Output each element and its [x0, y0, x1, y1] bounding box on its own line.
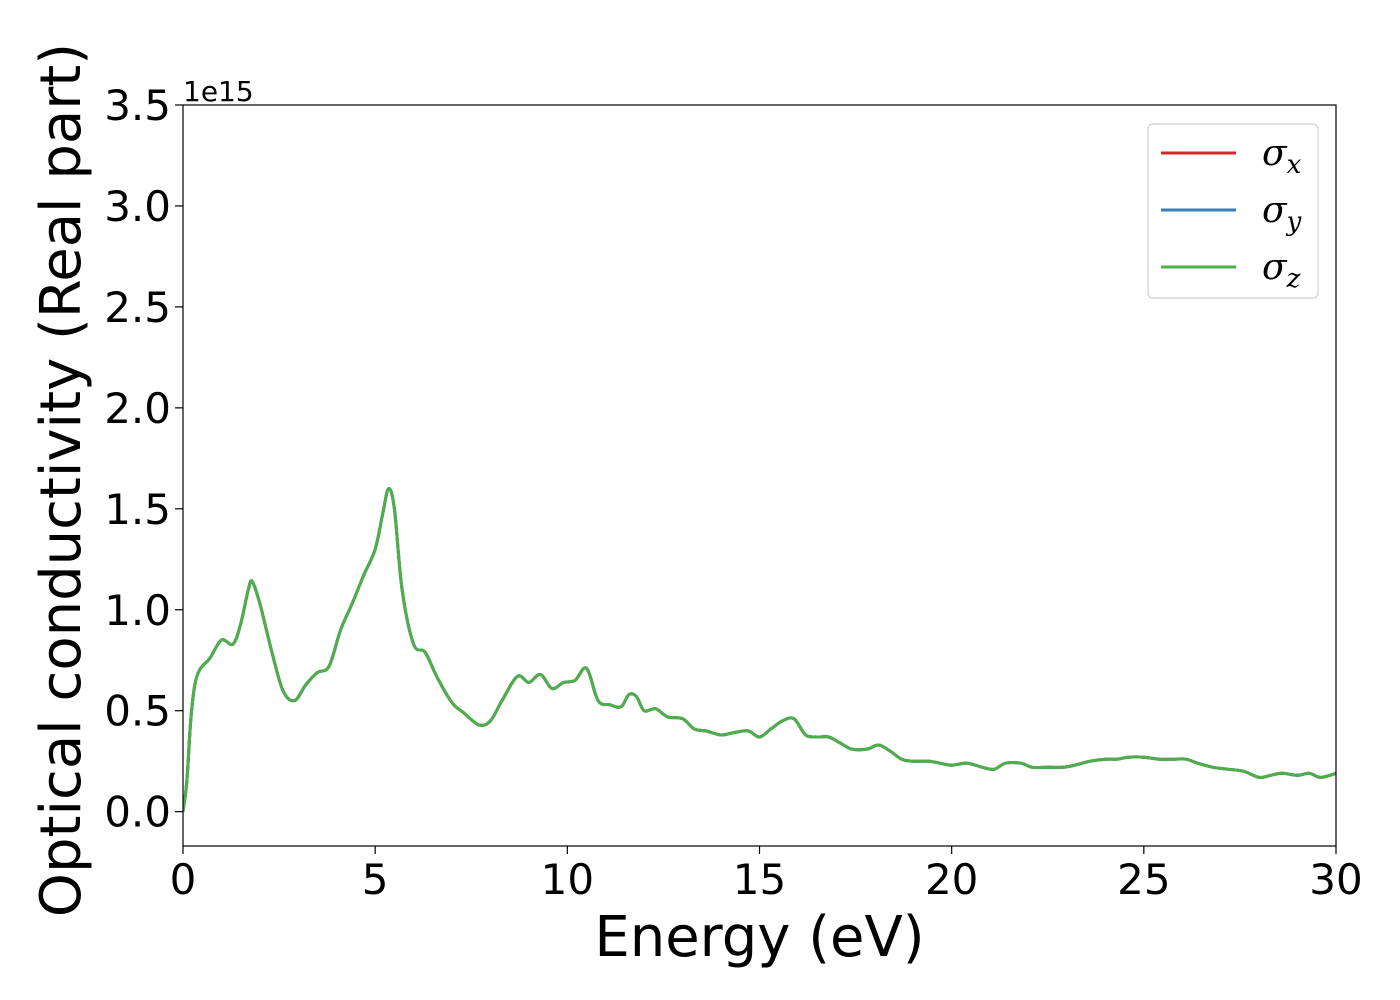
y-tick-label: 3.0: [104, 182, 171, 231]
series-line-z: [183, 487, 1336, 812]
x-tick-label: 20: [925, 855, 978, 904]
x-tick-label: 15: [733, 855, 786, 904]
x-tick-label: 25: [1117, 855, 1170, 904]
y-tick-label: 1.5: [104, 485, 171, 534]
y-tick-label: 3.5: [104, 81, 171, 130]
x-axis-label: Energy (eV): [594, 905, 924, 970]
y-tick-label: 0.0: [104, 788, 171, 837]
y-tick-label: 1.0: [104, 586, 171, 635]
x-tick-label: 0: [170, 855, 197, 904]
legend-label-y: σy: [1262, 190, 1302, 237]
series-lines: [183, 487, 1336, 812]
legend-label-x: σx: [1262, 133, 1302, 180]
y-offset-label: 1e15: [183, 75, 254, 108]
legend-label-z: σz: [1262, 247, 1301, 294]
legend: σx σy σz: [1147, 123, 1319, 299]
x-tick-label: 10: [541, 855, 594, 904]
x-tick-label: 5: [362, 855, 389, 904]
y-tick-label: 2.0: [104, 384, 171, 433]
x-tick-label: 30: [1309, 855, 1362, 904]
y-axis-label: Optical conductivity (Real part): [29, 43, 94, 917]
y-tick-label: 2.5: [104, 283, 171, 332]
axis-ticks: 0 5 10 15 20 25 30 0.0 0.5 1.0 1.5 2.0 2.5 3.0 3.5: [104, 81, 1363, 904]
y-tick-label: 0.5: [104, 687, 171, 736]
